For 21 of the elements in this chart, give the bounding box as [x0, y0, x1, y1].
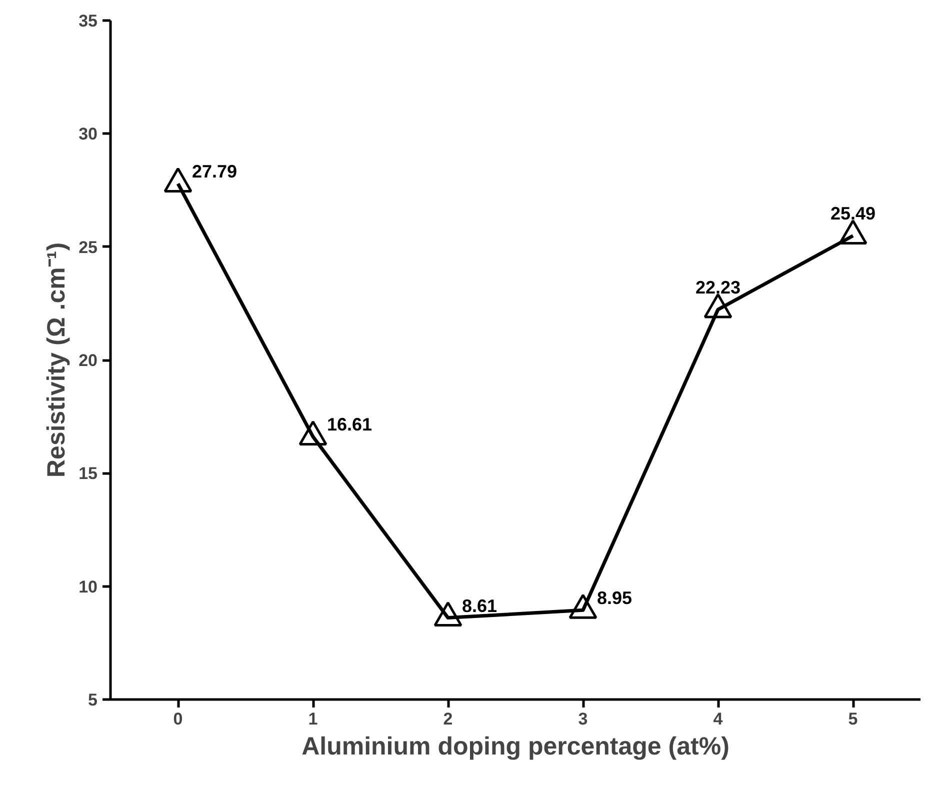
y-tick-label: 20: [78, 351, 98, 370]
x-tick-label: 4: [713, 710, 724, 728]
y-tick-label: 5: [88, 690, 98, 710]
x-axis-title: Aluminium doping percentage (at%): [302, 732, 730, 760]
data-label: 25.49: [830, 204, 876, 224]
y-tick-label: 25: [78, 238, 98, 257]
y-tick-label: 15: [78, 464, 98, 484]
x-tick-label: 0: [173, 710, 183, 728]
x-tick-label: 1: [308, 710, 318, 728]
y-tick-label: 35: [78, 12, 98, 30]
x-tick-label: 3: [578, 710, 588, 728]
x-tick-label: 5: [848, 710, 858, 728]
data-label: 22.23: [695, 278, 741, 298]
data-label: 8.95: [597, 588, 632, 608]
y-tick-label: 10: [78, 577, 98, 596]
y-tick-label: 30: [78, 124, 98, 144]
data-label: 8.61: [462, 596, 498, 616]
data-label: 27.79: [192, 162, 238, 182]
y-axis-title: Resistivity (Ω .cm⁻¹): [42, 242, 71, 478]
x-tick-label: 2: [443, 710, 453, 728]
data-label: 16.61: [327, 414, 372, 435]
